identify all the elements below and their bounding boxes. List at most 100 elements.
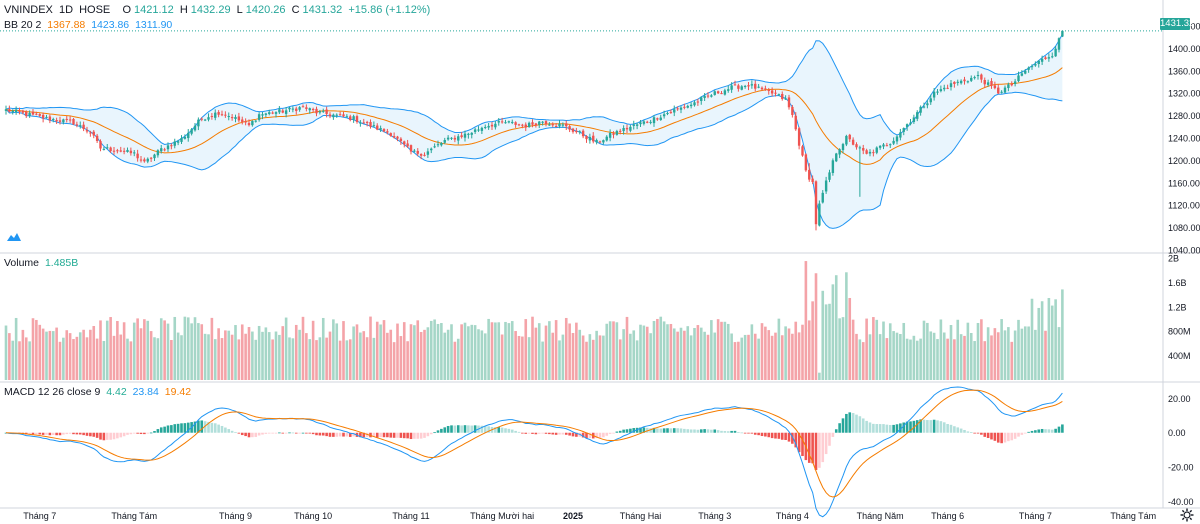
interval[interactable]: 1D bbox=[58, 4, 74, 16]
macd-histogram-bar bbox=[1034, 430, 1037, 433]
candle-body bbox=[446, 137, 450, 140]
candle-body bbox=[355, 116, 359, 122]
macd-histogram-bar bbox=[963, 429, 966, 433]
macd-histogram-bar bbox=[554, 432, 558, 435]
volume-bar bbox=[912, 335, 916, 380]
macd-histogram-bar bbox=[443, 427, 447, 433]
volume-bar bbox=[716, 319, 720, 380]
macd-histogram-bar bbox=[38, 432, 42, 435]
volume-bar bbox=[443, 332, 447, 380]
candle-body bbox=[588, 136, 592, 141]
price-tick-label: 1120.00 bbox=[1168, 201, 1200, 211]
macd-histogram-bar bbox=[176, 423, 180, 433]
bb-label[interactable]: BB 20 2 bbox=[4, 19, 42, 31]
macd-histogram-bar bbox=[1054, 428, 1057, 433]
macd-histogram-bar bbox=[305, 432, 308, 434]
candle-body bbox=[649, 121, 652, 123]
candle-body bbox=[467, 133, 470, 135]
macd-histogram-bar bbox=[757, 432, 760, 436]
symbol-legend[interactable]: VNINDEX 1D HOSE O 1421.12 H 1432.29 L 1420.… bbox=[4, 3, 433, 17]
macd-histogram-bar bbox=[1023, 432, 1027, 434]
candle-body bbox=[14, 109, 18, 113]
volume-bar bbox=[139, 328, 143, 380]
volume-legend[interactable]: Volume 1.485B bbox=[4, 256, 81, 270]
macd-histogram-bar bbox=[564, 432, 568, 435]
candle-body bbox=[419, 154, 423, 156]
volume-bar bbox=[51, 331, 55, 380]
macd-histogram-bar bbox=[595, 432, 598, 439]
macd-histogram-bar bbox=[335, 432, 339, 437]
candle-body bbox=[683, 106, 686, 108]
candle-body bbox=[426, 151, 430, 155]
candle-body bbox=[875, 147, 878, 153]
macd-histogram-bar bbox=[409, 432, 413, 440]
volume-bar bbox=[72, 339, 75, 380]
bb-legend[interactable]: BB 20 2 1367.88 1423.86 1311.90 bbox=[4, 18, 175, 32]
candle-body bbox=[899, 132, 902, 138]
macd-histogram-bar bbox=[298, 432, 301, 434]
volume-bar bbox=[676, 331, 679, 380]
axes: 1040.00 1080.00 1120.00 1160.00 1200.00 1240.… bbox=[23, 22, 1200, 522]
macd-histogram-bar bbox=[527, 432, 531, 434]
volume-bar bbox=[321, 317, 325, 380]
volume-bar bbox=[686, 326, 690, 380]
macd-histogram-bar bbox=[976, 432, 980, 434]
macd-histogram-bar bbox=[122, 432, 126, 437]
volume-bar bbox=[514, 331, 517, 380]
volume-bar bbox=[436, 323, 440, 380]
macd-histogram-bar bbox=[41, 432, 45, 435]
gear-icon[interactable] bbox=[1180, 508, 1194, 522]
candle-body bbox=[207, 117, 210, 120]
volume-label[interactable]: Volume bbox=[4, 257, 40, 269]
candle-body bbox=[35, 113, 38, 115]
candle-body bbox=[804, 154, 808, 171]
candle-body bbox=[180, 138, 183, 142]
macd-histogram-bar bbox=[237, 432, 241, 434]
volume-bar bbox=[78, 332, 82, 380]
volume-bar bbox=[41, 328, 45, 380]
volume-bar bbox=[730, 333, 733, 380]
macd-legend[interactable]: MACD 12 26 close 9 4.42 23.84 19.42 bbox=[4, 385, 194, 399]
macd-histogram-bar bbox=[743, 432, 747, 434]
symbol-name[interactable]: VNINDEX bbox=[4, 4, 53, 16]
macd-histogram-bar bbox=[720, 430, 723, 433]
candle-body bbox=[814, 181, 818, 225]
candle-body bbox=[932, 91, 936, 98]
macd-histogram-bar bbox=[777, 432, 781, 439]
candle-body bbox=[342, 114, 345, 117]
volume-bar bbox=[642, 325, 646, 380]
macd-histogram-bar bbox=[440, 428, 443, 433]
macd-histogram-bar bbox=[136, 432, 139, 434]
candle-body bbox=[106, 147, 109, 149]
candle-body bbox=[261, 114, 264, 116]
volume-bar bbox=[1010, 341, 1014, 380]
candle-body bbox=[85, 130, 89, 132]
volume-bar bbox=[392, 342, 396, 380]
macd-histogram-bar bbox=[571, 432, 575, 437]
volume-bar bbox=[18, 341, 21, 380]
macd-histogram-bar bbox=[780, 432, 784, 440]
macd-label[interactable]: MACD 12 26 close 9 bbox=[4, 386, 101, 398]
volume-bar bbox=[986, 327, 990, 380]
candle-body bbox=[338, 114, 342, 116]
macd-histogram-bar bbox=[581, 432, 585, 438]
candle-body bbox=[214, 112, 217, 118]
macd-histogram-bar bbox=[541, 432, 544, 434]
candle-body bbox=[500, 121, 504, 123]
volume-bar bbox=[899, 334, 902, 380]
volume-bar bbox=[1047, 298, 1051, 380]
macd-histogram-bar bbox=[1044, 429, 1047, 433]
macd-histogram-bar bbox=[149, 432, 153, 434]
volume-bar bbox=[48, 330, 52, 380]
candle-body bbox=[750, 84, 754, 86]
volume-bar bbox=[230, 334, 234, 380]
macd-histogram-bar bbox=[851, 413, 855, 433]
candle-body bbox=[389, 133, 392, 136]
tradingview-logo-icon[interactable] bbox=[6, 232, 22, 242]
candle-body bbox=[335, 114, 338, 116]
macd-histogram-bar bbox=[247, 432, 251, 438]
candle-body bbox=[818, 203, 821, 226]
volume-bar bbox=[389, 329, 393, 380]
candle-body bbox=[997, 87, 1000, 94]
